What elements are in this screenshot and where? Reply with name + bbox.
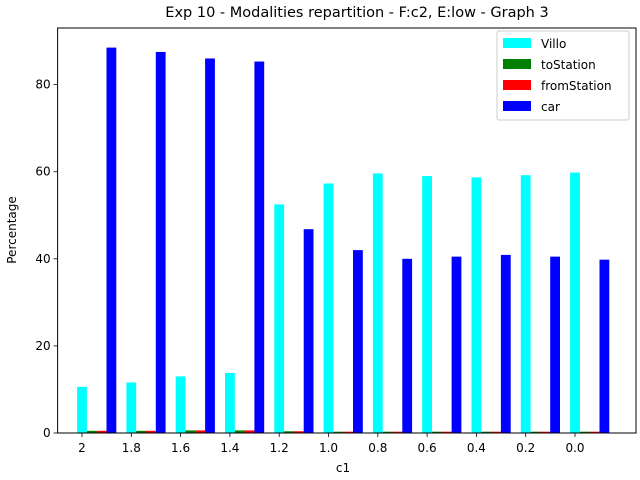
x-tick-label: 1.2: [270, 441, 289, 455]
bar-toStation-1.2: [284, 431, 294, 433]
x-axis-ticks: 2 1.8 1.6 1.4 1.2 1.0 0.8 0.6 0.4 0.2 0.0: [78, 433, 585, 455]
bar-car-1.8: [155, 51, 166, 433]
legend-label-fromStation: fromStation: [541, 79, 612, 93]
bar-Villo-0.4: [471, 177, 482, 433]
x-tick-label: 1.4: [220, 441, 239, 455]
bar-car-0.0: [599, 259, 610, 433]
bar-fromStation-1.4: [244, 430, 255, 433]
bar-Villo-2: [77, 386, 87, 433]
legend-label-car: car: [541, 100, 560, 114]
bar-Villo-0.0: [570, 172, 580, 433]
bar-toStation-0.0: [579, 431, 590, 433]
x-tick-label: 0.4: [467, 441, 486, 455]
x-tick-label: 0.8: [368, 441, 387, 455]
bar-car-2: [106, 47, 117, 433]
bar-car-0.4: [500, 254, 511, 433]
x-tick-label: 1.8: [122, 441, 141, 455]
bar-toStation-2: [86, 430, 97, 433]
bar-toStation-1.0: [333, 431, 344, 433]
bar-car-1.2: [303, 229, 314, 433]
legend-label-Villo: Villo: [541, 37, 566, 51]
bar-Villo-1.2: [274, 204, 285, 433]
y-axis-label: Percentage: [5, 196, 19, 264]
x-axis-label: c1: [336, 461, 350, 475]
y-tick-label: 60: [35, 165, 50, 179]
x-tick-label: 2: [78, 441, 86, 455]
x-tick-label: 0.0: [565, 441, 584, 455]
bar-toStation-1.6: [185, 430, 196, 433]
y-tick-label: 80: [35, 78, 50, 92]
y-tick-label: 0: [43, 426, 51, 440]
x-tick-label: 0.2: [516, 441, 535, 455]
bar-toStation-1.8: [136, 430, 146, 433]
bar-car-0.2: [550, 256, 560, 433]
bar-car-1.4: [254, 61, 265, 433]
bar-car-0.6: [451, 256, 462, 433]
x-tick-label: 1.0: [319, 441, 338, 455]
bar-fromStation-2: [96, 430, 107, 433]
y-tick-label: 20: [35, 339, 50, 353]
bar-fromStation-0.0: [589, 431, 600, 433]
bar-fromStation-1.6: [195, 430, 206, 433]
legend-box: [496, 30, 630, 121]
bar-Villo-1.8: [126, 382, 137, 433]
bar-toStation-1.4: [234, 430, 245, 433]
bar-fromStation-1.2: [293, 431, 304, 433]
bar-Villo-0.2: [520, 175, 531, 433]
y-axis-ticks: 0 20 40 60 80: [35, 78, 58, 440]
bar-fromStation-0.8: [392, 431, 403, 433]
x-tick-label: 1.6: [171, 441, 190, 455]
bar-fromStation-1.0: [343, 431, 353, 433]
y-tick-label: 40: [35, 252, 50, 266]
bar-fromStation-0.6: [441, 431, 452, 433]
x-tick-label: 0.6: [418, 441, 437, 455]
bar-toStation-0.2: [530, 431, 541, 433]
legend-label-toStation: toStation: [541, 58, 596, 72]
bar-Villo-0.8: [372, 173, 383, 433]
legend-swatch-toStation: [503, 59, 531, 69]
bar-toStation-0.4: [481, 431, 492, 433]
bar-car-1.0: [353, 250, 363, 433]
plot-frame: [57, 27, 637, 434]
bar-Villo-1.6: [175, 376, 186, 433]
bar-toStation-0.6: [432, 431, 442, 433]
legend: Villo toStation fromStation car: [496, 30, 630, 121]
bar-Villo-1.4: [225, 372, 235, 433]
bar-car-1.6: [205, 58, 215, 433]
bar-car-0.8: [402, 258, 413, 433]
bar-fromStation-0.4: [491, 431, 501, 433]
bar-Villo-0.6: [422, 176, 432, 433]
bar-toStation-0.8: [382, 431, 393, 433]
bar-Villo-1.0: [323, 183, 334, 433]
bar-fromStation-1.8: [146, 430, 156, 433]
legend-swatch-car: [503, 101, 531, 111]
legend-swatch-fromStation: [503, 80, 531, 90]
bar-fromStation-0.2: [540, 431, 551, 433]
bars-group: [77, 47, 610, 433]
chart-title: Exp 10 - Modalities repartition - F:c2, …: [165, 5, 548, 21]
legend-swatch-Villo: [503, 38, 531, 48]
